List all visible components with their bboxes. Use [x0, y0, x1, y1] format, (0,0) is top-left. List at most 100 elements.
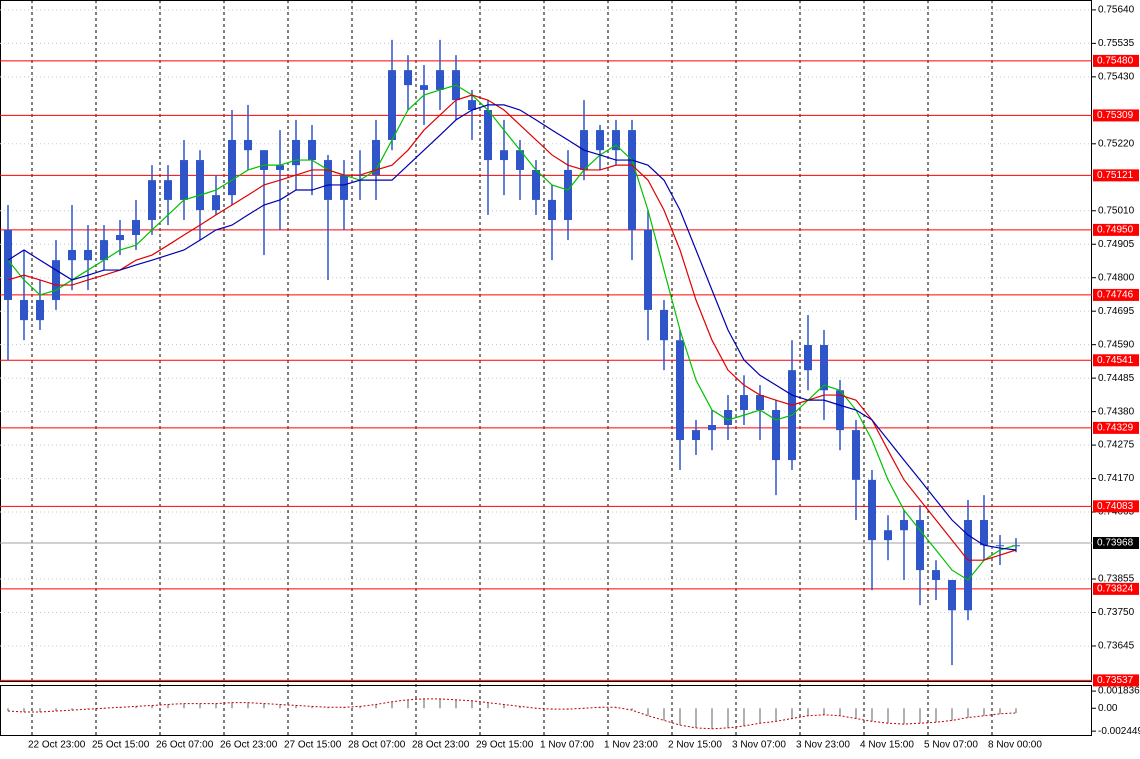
x-tick-label: 1 Nov 07:00	[540, 740, 594, 751]
candle-body	[372, 139, 380, 176]
osc-bar	[823, 708, 825, 715]
candle-body	[180, 160, 188, 200]
level-tag	[1093, 288, 1139, 301]
x-tick-label: 3 Nov 07:00	[732, 740, 786, 751]
osc-bar	[455, 699, 457, 709]
candle-body	[932, 570, 940, 580]
candle-body	[244, 139, 252, 151]
y-tick-label: 0.74800	[1098, 272, 1135, 283]
x-tick-label: 22 Oct 23:00	[28, 740, 86, 751]
candle-body	[212, 195, 220, 211]
candle-body	[132, 220, 140, 235]
moving-average	[7, 104, 1017, 551]
level-label: 0.74541	[1097, 355, 1134, 366]
osc-bar	[935, 708, 937, 723]
osc-bar	[311, 706, 313, 709]
candle-body	[692, 430, 700, 440]
osc-bar	[279, 704, 281, 709]
osc-bar	[967, 708, 969, 718]
osc-bar	[359, 706, 361, 709]
candle-body	[340, 175, 348, 200]
y-tick-label: 0.75010	[1098, 205, 1135, 216]
y-tick-label: 0.74380	[1098, 406, 1135, 417]
y-tick-label: 0.73750	[1098, 607, 1135, 618]
osc-bar	[423, 698, 425, 709]
candle-body	[404, 70, 412, 86]
osc-bar	[407, 699, 409, 709]
level-tag	[1093, 582, 1139, 595]
level-tag	[1093, 421, 1139, 434]
candle-body	[740, 395, 748, 411]
y-tick-label: 0.75640	[1098, 5, 1135, 16]
candle-body	[628, 130, 636, 230]
osc-tick-label: 0.001836	[1098, 686, 1140, 697]
moving-average	[7, 84, 1017, 581]
osc-bar	[23, 708, 25, 712]
level-label: 0.75309	[1097, 110, 1134, 121]
candle-body	[148, 180, 156, 220]
candle-body	[724, 410, 732, 426]
x-tick-label: 1 Nov 23:00	[604, 740, 658, 751]
candle-body	[100, 240, 108, 261]
x-tick-label: 2 Nov 15:00	[668, 740, 722, 751]
osc-bar	[871, 708, 873, 722]
candle-body	[964, 520, 972, 611]
candle-body	[756, 395, 764, 411]
level-tag	[1093, 500, 1139, 513]
osc-bar	[887, 708, 889, 724]
level-tag	[1093, 354, 1139, 367]
candle-body	[228, 139, 236, 196]
candle-body	[820, 344, 828, 391]
candle-body	[68, 249, 76, 261]
candle-body	[708, 425, 716, 431]
osc-tick-label: 0.00	[1098, 703, 1118, 714]
osc-bar	[711, 708, 713, 729]
candle-body	[548, 199, 556, 220]
current-price-tag	[1093, 536, 1139, 549]
osc-bar	[983, 708, 985, 716]
candle-body	[388, 70, 396, 140]
osc-bar	[247, 702, 249, 709]
osc-line	[7, 698, 1017, 730]
osc-bar	[727, 708, 729, 728]
candle-body	[900, 520, 908, 531]
osc-bar	[695, 708, 697, 728]
moving-average	[7, 94, 1017, 561]
candle-body	[612, 130, 620, 151]
candle-body	[516, 150, 524, 170]
current-price-label: 0.73968	[1097, 538, 1134, 549]
candle-body	[164, 180, 172, 200]
level-tag	[1093, 169, 1139, 182]
osc-bar	[215, 703, 217, 709]
level-tag	[1093, 54, 1139, 67]
osc-bar	[39, 708, 41, 712]
candle-body	[292, 139, 300, 166]
osc-bar	[183, 703, 185, 709]
level-label: 0.75480	[1097, 56, 1134, 67]
candle-body	[4, 229, 12, 301]
osc-bar	[807, 708, 809, 716]
candle-body	[84, 249, 92, 261]
osc-bar	[231, 702, 233, 709]
candle-body	[52, 260, 60, 301]
candle-body	[36, 300, 44, 321]
osc-bar	[903, 708, 905, 725]
x-tick-label: 27 Oct 15:00	[284, 740, 342, 751]
y-tick-label: 0.74905	[1098, 239, 1135, 250]
candle-body	[836, 390, 844, 431]
candle-body	[980, 520, 988, 546]
osc-bar	[951, 708, 953, 721]
y-tick-label: 0.75430	[1098, 71, 1135, 82]
candle-body	[196, 160, 204, 211]
candle-body	[260, 150, 268, 170]
y-tick-label: 0.73645	[1098, 641, 1135, 652]
candle-body	[484, 110, 492, 161]
x-tick-label: 26 Oct 23:00	[220, 740, 278, 751]
y-tick-label: 0.74590	[1098, 339, 1135, 350]
osc-bar	[519, 706, 521, 709]
candle-body	[420, 85, 428, 90]
candle-body	[532, 169, 540, 200]
x-tick-label: 28 Oct 07:00	[348, 740, 406, 751]
candle-body	[852, 430, 860, 480]
